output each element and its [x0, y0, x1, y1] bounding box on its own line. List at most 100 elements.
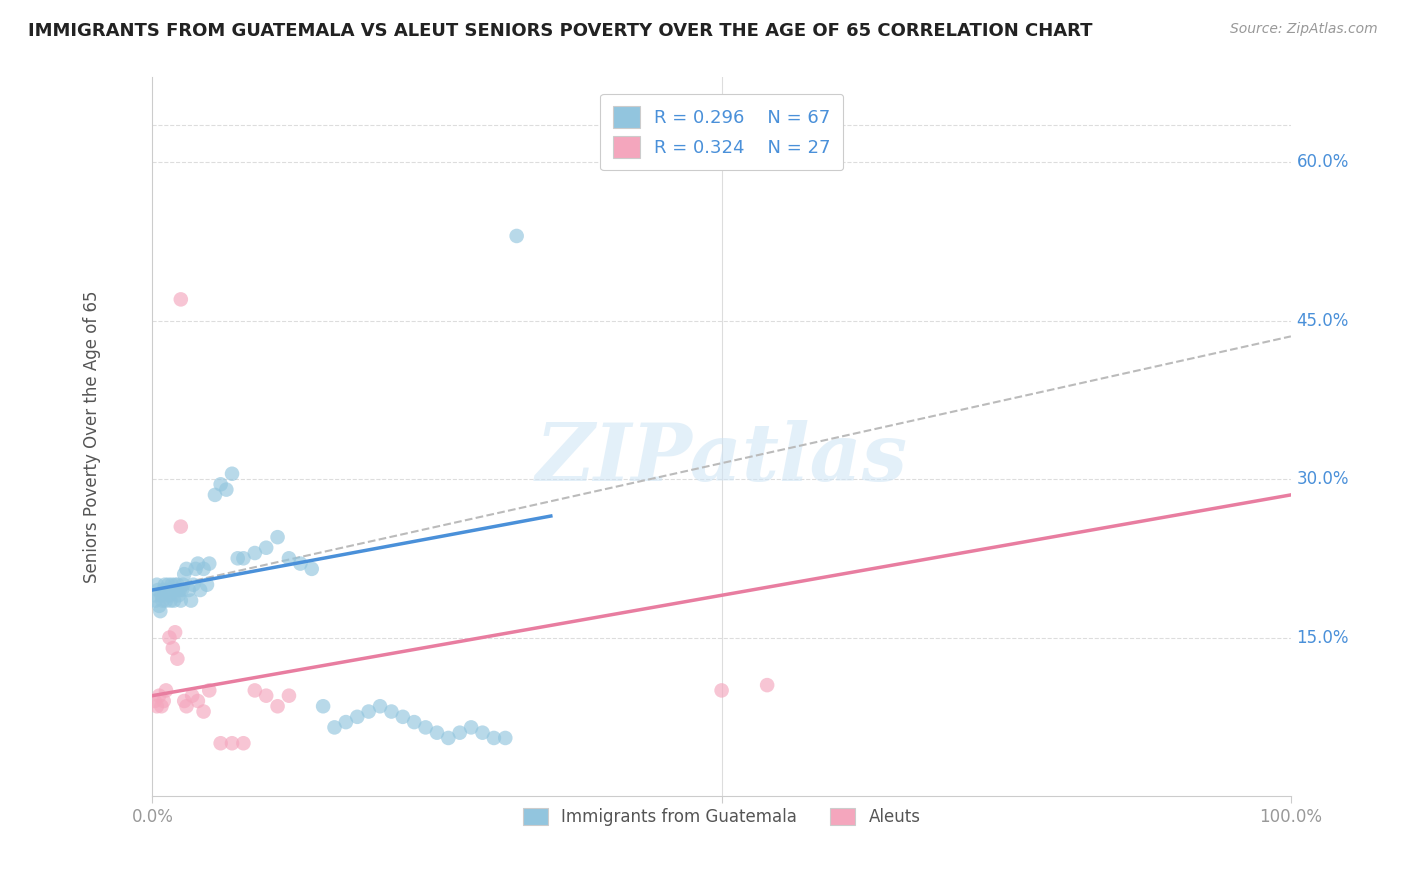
- Point: [184, 562, 207, 576]
- Point: [301, 562, 323, 576]
- Point: [148, 599, 170, 613]
- Point: [170, 293, 193, 307]
- Point: [170, 519, 193, 533]
- Point: [195, 578, 218, 592]
- Point: [346, 710, 368, 724]
- Point: [198, 683, 221, 698]
- Point: [149, 604, 172, 618]
- Text: 60.0%: 60.0%: [1296, 153, 1348, 171]
- Point: [173, 694, 195, 708]
- Point: [156, 582, 179, 597]
- Point: [460, 720, 482, 734]
- Point: [404, 715, 426, 730]
- Point: [243, 683, 266, 698]
- Point: [232, 736, 254, 750]
- Point: [482, 731, 505, 745]
- Point: [173, 567, 195, 582]
- Point: [165, 582, 187, 597]
- Point: [146, 699, 169, 714]
- Point: [323, 720, 346, 734]
- Point: [170, 593, 193, 607]
- Point: [266, 699, 288, 714]
- Point: [380, 705, 402, 719]
- Point: [449, 725, 471, 739]
- Point: [243, 546, 266, 560]
- Point: [180, 593, 202, 607]
- Point: [143, 588, 166, 602]
- Point: [170, 582, 193, 597]
- Point: [157, 588, 180, 602]
- Text: 15.0%: 15.0%: [1296, 629, 1350, 647]
- Point: [187, 694, 209, 708]
- Point: [505, 229, 527, 244]
- Point: [153, 578, 176, 592]
- Point: [172, 578, 194, 592]
- Point: [188, 582, 211, 597]
- Point: [193, 562, 215, 576]
- Point: [357, 705, 380, 719]
- Text: 30.0%: 30.0%: [1296, 470, 1350, 488]
- Point: [143, 694, 166, 708]
- Point: [165, 578, 187, 592]
- Point: [335, 715, 357, 730]
- Point: [209, 736, 232, 750]
- Point: [187, 557, 209, 571]
- Point: [177, 582, 200, 597]
- Point: [232, 551, 254, 566]
- Point: [166, 651, 188, 665]
- Point: [204, 488, 226, 502]
- Text: Source: ZipAtlas.com: Source: ZipAtlas.com: [1230, 22, 1378, 37]
- Point: [157, 631, 180, 645]
- Point: [312, 699, 335, 714]
- Point: [165, 625, 187, 640]
- Point: [290, 557, 312, 571]
- Point: [193, 705, 215, 719]
- Point: [169, 582, 191, 597]
- Point: [162, 641, 184, 656]
- Point: [278, 689, 301, 703]
- Point: [155, 593, 177, 607]
- Point: [157, 578, 180, 592]
- Point: [756, 678, 779, 692]
- Point: [278, 551, 301, 566]
- Point: [215, 483, 238, 497]
- Point: [181, 578, 204, 592]
- Text: IMMIGRANTS FROM GUATEMALA VS ALEUT SENIORS POVERTY OVER THE AGE OF 65 CORRELATIO: IMMIGRANTS FROM GUATEMALA VS ALEUT SENIO…: [28, 22, 1092, 40]
- Point: [198, 557, 221, 571]
- Point: [152, 582, 174, 597]
- Point: [426, 725, 449, 739]
- Point: [160, 578, 183, 592]
- Point: [155, 683, 177, 698]
- Point: [176, 562, 198, 576]
- Point: [494, 731, 516, 745]
- Point: [221, 736, 243, 750]
- Point: [152, 593, 174, 607]
- Text: ZIPatlas: ZIPatlas: [536, 419, 908, 497]
- Point: [266, 530, 288, 544]
- Point: [254, 541, 277, 555]
- Point: [145, 593, 167, 607]
- Point: [391, 710, 413, 724]
- Text: 45.0%: 45.0%: [1296, 311, 1348, 329]
- Point: [437, 731, 460, 745]
- Point: [471, 725, 494, 739]
- Point: [162, 582, 184, 597]
- Point: [221, 467, 243, 481]
- Point: [163, 593, 186, 607]
- Point: [368, 699, 391, 714]
- Point: [166, 578, 188, 592]
- Point: [710, 683, 733, 698]
- Point: [159, 593, 181, 607]
- Point: [176, 699, 198, 714]
- Y-axis label: Seniors Poverty Over the Age of 65: Seniors Poverty Over the Age of 65: [83, 291, 101, 583]
- Point: [146, 582, 169, 597]
- Point: [254, 689, 277, 703]
- Point: [415, 720, 437, 734]
- Point: [148, 689, 170, 703]
- Point: [209, 477, 232, 491]
- Point: [146, 578, 169, 592]
- Legend: Immigrants from Guatemala, Aleuts: Immigrants from Guatemala, Aleuts: [515, 799, 929, 835]
- Point: [152, 694, 174, 708]
- Point: [181, 689, 204, 703]
- Point: [226, 551, 249, 566]
